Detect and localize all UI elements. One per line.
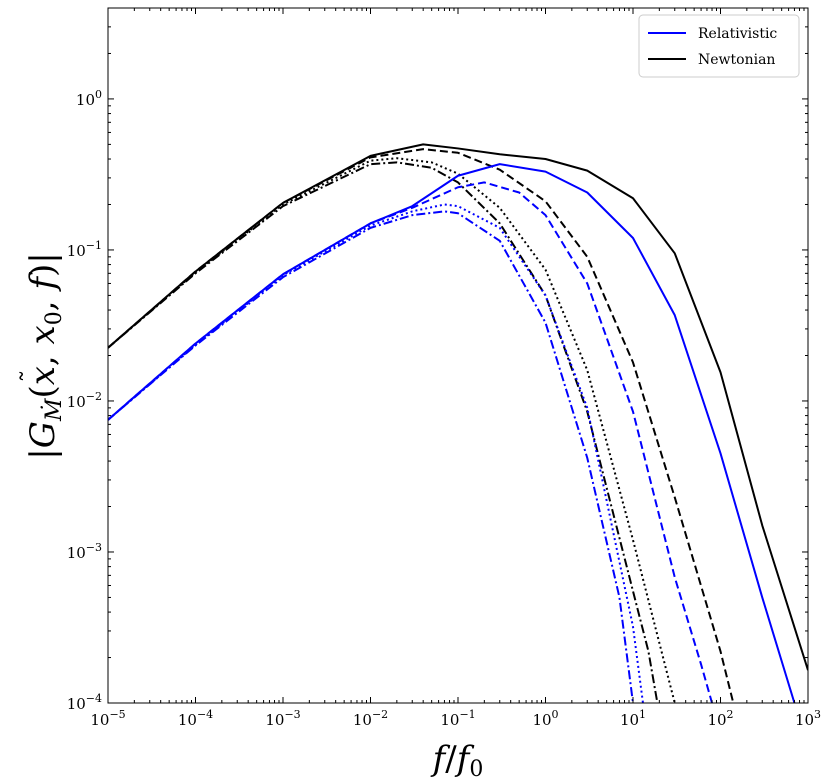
legend-label-relativistic: Relativistic: [698, 26, 777, 42]
legend-label-newtonian: Newtonian: [698, 52, 775, 68]
y-tick-label: 10−3: [67, 541, 102, 562]
x-tick-label: 10−1: [440, 708, 475, 729]
x-tick-label: 10−5: [90, 708, 125, 729]
series-line-newtonian-dashdot: [108, 161, 659, 703]
y-axis-title-tilde: ˜: [17, 370, 47, 383]
y-tick-label: 10−1: [67, 239, 102, 260]
series-line-newtonian-dashed: [108, 148, 735, 703]
series-line-relativistic-dashdot: [108, 210, 634, 703]
series-line-relativistic-dotted: [108, 203, 644, 703]
series-layer: [108, 143, 808, 703]
y-tick-label: 10−4: [67, 692, 102, 713]
x-tick-label: 10−4: [178, 708, 213, 729]
series-line-newtonian-dotted: [108, 157, 676, 703]
x-tick-label: 102: [707, 708, 733, 729]
series-line-relativistic-dashed: [108, 181, 713, 703]
plot-frame: [107, 7, 809, 704]
y-tick-label: 10−2: [67, 390, 102, 411]
legend: Relativistic Newtonian: [638, 14, 800, 78]
x-tick-label: 101: [620, 708, 646, 729]
x-axis-title: f/f0: [430, 739, 484, 782]
y-tick-label: 100: [76, 88, 102, 109]
x-tick-label: 100: [532, 708, 558, 729]
x-tick-label: 103: [795, 708, 821, 729]
plot-area: [108, 8, 808, 703]
x-tick-label: 10−3: [265, 708, 300, 729]
y-axis-title: |GṀ(x, x0, f)|: [23, 252, 67, 459]
x-tick-label: 10−2: [353, 708, 388, 729]
legend-frame: [638, 14, 800, 78]
